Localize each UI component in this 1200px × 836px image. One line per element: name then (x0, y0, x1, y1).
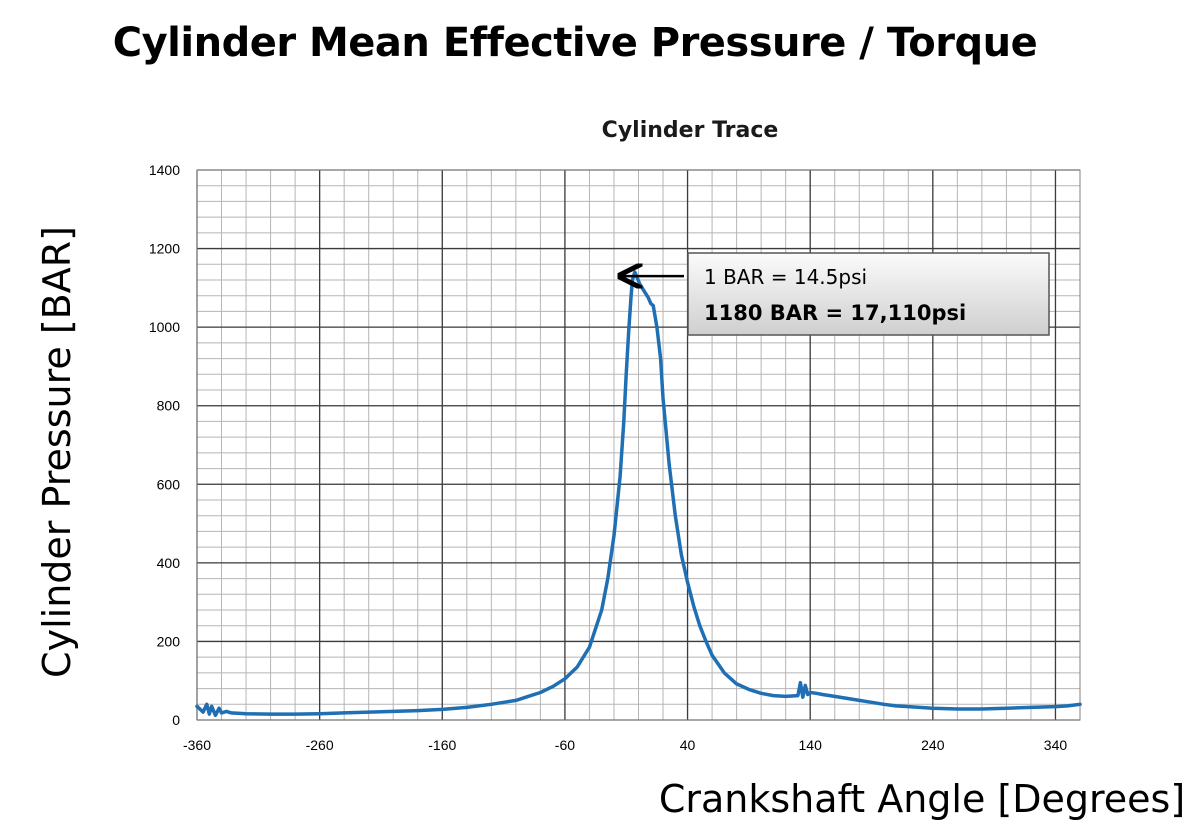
y-tick-label: 0 (172, 712, 180, 728)
x-tick-label: -160 (428, 737, 456, 753)
x-tick-label: -360 (183, 737, 211, 753)
plot-frame (196, 169, 1081, 721)
y-tick-label: 400 (157, 555, 181, 571)
y-tick-label: 200 (157, 633, 181, 649)
slide-title: Cylinder Mean Effective Pressure / Torqu… (112, 20, 1038, 66)
conversion-annotation: 1 BAR = 14.5psi 1180 BAR = 17,110psi (623, 252, 1050, 336)
annotation-box (687, 252, 1050, 336)
annotation-line-2: 1180 BAR = 17,110psi (704, 301, 966, 325)
chart-title: Cylinder Trace (602, 118, 779, 143)
x-tick-labels: -360 -260 -160 -60 40 140 240 340 (183, 737, 1067, 753)
y-axis-label: Cylinder Pressure [BAR] (35, 226, 79, 678)
y-tick-label: 600 (157, 476, 181, 492)
annotation-line-1: 1 BAR = 14.5psi (704, 265, 867, 289)
x-tick-label: 240 (921, 737, 945, 753)
y-tick-label: 1200 (149, 241, 180, 257)
y-tick-label: 800 (157, 398, 181, 414)
x-tick-label: -260 (306, 737, 334, 753)
y-tick-labels: 0 200 400 600 800 1000 1200 1400 (149, 162, 180, 728)
x-tick-label: -60 (555, 737, 575, 753)
x-tick-label: 40 (680, 737, 696, 753)
cylinder-pressure-line (195, 270, 1082, 718)
x-tick-label: 340 (1044, 737, 1068, 753)
x-tick-label: 140 (799, 737, 823, 753)
y-tick-label: 1000 (149, 319, 180, 335)
x-axis-label: Crankshaft Angle [Degrees] (659, 777, 1185, 821)
y-tick-label: 1400 (149, 162, 180, 178)
